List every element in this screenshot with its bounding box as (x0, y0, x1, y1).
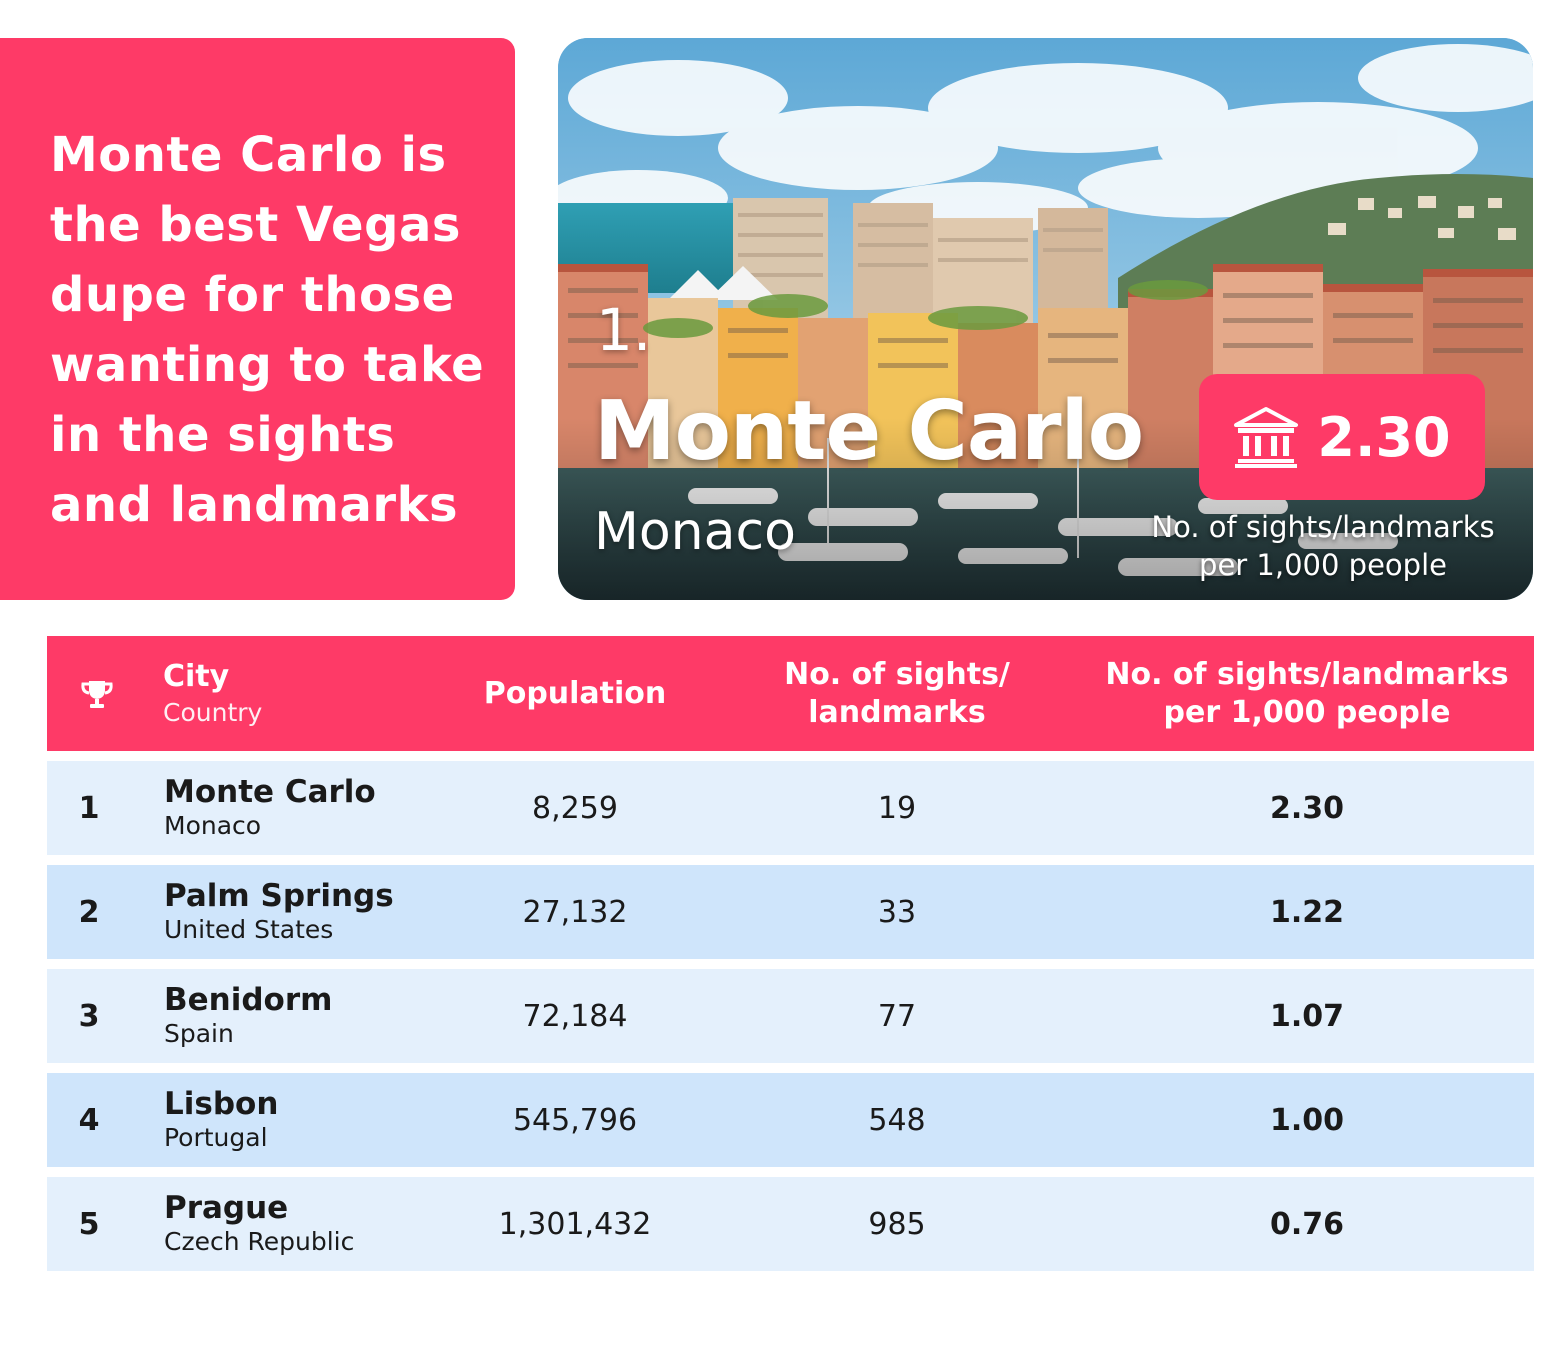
population-cell: 72,184 (522, 998, 628, 1034)
population-cell: 1,301,432 (498, 1206, 652, 1242)
featured-rank: 1. (596, 296, 652, 364)
per-1000-cell: 1.00 (1269, 1102, 1345, 1138)
city-cell: Monte Carlo Monaco (164, 761, 464, 855)
featured-score-value: 2.30 (1317, 405, 1451, 469)
headline-line: in the sights (50, 407, 396, 463)
city-name: Monte Carlo (164, 774, 376, 810)
city-cell: Lisbon Portugal (164, 1073, 464, 1167)
headline-line: dupe for those (50, 267, 455, 323)
city-header-label: City (163, 658, 230, 694)
rank-cell: 4 (78, 1102, 100, 1138)
headline-line: Monte Carlo is (50, 127, 447, 183)
table-row: 4 Lisbon Portugal 545,796 548 1.00 (47, 1073, 1534, 1167)
sights-header-line: landmarks (808, 694, 986, 730)
population-cell: 8,259 (532, 790, 618, 826)
landmark-building-icon (1234, 407, 1299, 468)
featured-city-name: Monte Carlo (594, 384, 1144, 479)
city-name: Lisbon (164, 1086, 279, 1122)
country-name: Monaco (164, 811, 262, 840)
population-cell: 545,796 (512, 1102, 638, 1138)
country-name: Portugal (164, 1123, 268, 1152)
headline-line: wanting to take (50, 337, 485, 393)
ranking-table: City Country Population No. of sights/ l… (47, 636, 1534, 1271)
city-name: Benidorm (164, 982, 333, 1018)
per-1000-cell: 1.22 (1269, 894, 1345, 930)
rank-column-header (77, 636, 117, 751)
table-row: 5 Prague Czech Republic 1,301,432 985 0.… (47, 1177, 1534, 1271)
city-name: Prague (164, 1190, 289, 1226)
per-1000-column-header: No. of sights/landmarks per 1,000 people (1087, 636, 1527, 751)
headline-card: Monte Carlo is the best Vegas dupe for t… (0, 38, 515, 600)
monte-carlo-cityscape-photo (558, 38, 1533, 600)
city-cell: Palm Springs United States (164, 865, 464, 959)
per-1000-cell: 0.76 (1269, 1206, 1345, 1242)
population-column-header: Population (455, 636, 695, 751)
per-1000-cell: 1.07 (1269, 998, 1345, 1034)
rank-cell: 3 (78, 998, 100, 1034)
city-name: Palm Springs (164, 878, 394, 914)
sights-cell: 33 (877, 894, 917, 930)
featured-city-photo-card: 1. Monte Carlo Monaco 2.30 No. of sights… (558, 38, 1533, 600)
city-cell: Benidorm Spain (164, 969, 464, 1063)
table-row: 3 Benidorm Spain 72,184 77 1.07 (47, 969, 1534, 1063)
featured-country-name: Monaco (594, 502, 796, 562)
table-row: 1 Monte Carlo Monaco 8,259 19 2.30 (47, 761, 1534, 855)
city-column-header: City Country (163, 636, 423, 751)
headline-line: the best Vegas (50, 197, 461, 253)
per-1000-cell: 2.30 (1269, 790, 1345, 826)
country-name: United States (164, 915, 334, 944)
sights-header-line: No. of sights/ (784, 656, 1010, 692)
rank-cell: 2 (78, 894, 100, 930)
sights-column-header: No. of sights/ landmarks (767, 636, 1027, 751)
featured-score-caption: No. of sights/landmarks per 1,000 people (1118, 508, 1528, 584)
table-row: 2 Palm Springs United States 27,132 33 1… (47, 865, 1534, 959)
country-name: Czech Republic (164, 1227, 355, 1256)
rank-cell: 5 (78, 1206, 100, 1242)
country-name: Spain (164, 1019, 234, 1048)
sights-cell: 77 (877, 998, 917, 1034)
city-cell: Prague Czech Republic (164, 1177, 464, 1271)
table-header: City Country Population No. of sights/ l… (47, 636, 1534, 751)
rank-cell: 1 (78, 790, 100, 826)
score-caption-line: per 1,000 people (1199, 548, 1447, 582)
per-1000-header-line: per 1,000 people (1163, 694, 1451, 730)
sights-cell: 985 (868, 1206, 926, 1242)
population-header-label: Population (483, 676, 667, 711)
score-caption-line: No. of sights/landmarks (1151, 510, 1495, 544)
per-1000-header-line: No. of sights/landmarks (1105, 656, 1509, 692)
population-cell: 27,132 (522, 894, 628, 930)
sights-cell: 19 (877, 790, 917, 826)
featured-score-badge: 2.30 (1199, 374, 1485, 500)
country-header-label: Country (163, 697, 263, 727)
sights-cell: 548 (868, 1102, 926, 1138)
headline-line: and landmarks (50, 477, 459, 533)
trophy-icon (81, 680, 113, 708)
headline-text: Monte Carlo is the best Vegas dupe for t… (50, 120, 495, 540)
